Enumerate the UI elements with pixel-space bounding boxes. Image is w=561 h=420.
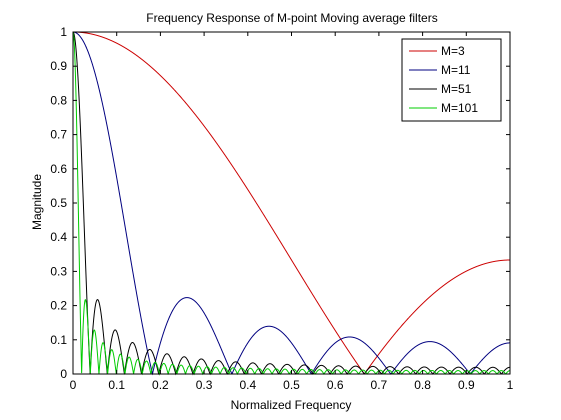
y-tick-label: 0 (60, 367, 67, 381)
x-tick-label: 0.4 (239, 378, 256, 392)
legend-entry-label: M=51 (441, 82, 472, 96)
y-axis-ticks: 0 0.1 0.2 0.3 0.4 0.5 0.6 0.7 0.8 0.9 1 (50, 25, 510, 381)
x-tick-label: 0.1 (108, 378, 125, 392)
x-tick-label: 0.6 (327, 378, 344, 392)
x-tick-label: 0.3 (196, 378, 213, 392)
series-line-m51 (72, 31, 511, 376)
x-tick-label: 0.5 (283, 378, 300, 392)
chart-title: Frequency Response of M-point Moving ave… (146, 11, 437, 25)
y-tick-label: 0.8 (50, 93, 67, 107)
x-tick-label: 0.2 (152, 378, 169, 392)
legend-entry-label: M=11 (441, 63, 471, 77)
y-tick-label: 0.3 (50, 264, 67, 278)
y-tick-label: 0.5 (50, 196, 67, 210)
x-axis-ticks: 0 0.1 0.2 0.3 0.4 0.5 0.6 0.7 0.8 0.9 1 (70, 32, 514, 392)
legend-box (401, 38, 502, 122)
y-tick-label: 0.1 (50, 333, 67, 347)
y-tick-label: 0.2 (50, 299, 67, 313)
y-axis-label: Magnitude (30, 174, 44, 230)
x-tick-label: 1 (507, 378, 514, 392)
y-tick-label: 0.4 (50, 230, 67, 244)
x-axis-label: Normalized Frequency (231, 398, 352, 412)
x-tick-label: 0 (70, 378, 77, 392)
x-tick-label: 0.7 (371, 378, 388, 392)
y-tick-label: 0.6 (50, 162, 67, 176)
legend: M=3 M=11 M=51 M=101 (401, 38, 502, 122)
series-line-m11 (73, 31, 510, 376)
x-tick-label: 0.9 (458, 378, 475, 392)
legend-entry-label: M=3 (441, 44, 465, 58)
y-tick-label: 0.9 (50, 59, 67, 73)
y-tick-label: 0.7 (50, 128, 67, 142)
legend-entry-label: M=101 (441, 101, 478, 115)
y-tick-label: 1 (60, 25, 67, 39)
series-line-m3 (73, 31, 510, 375)
x-tick-label: 0.8 (414, 378, 431, 392)
